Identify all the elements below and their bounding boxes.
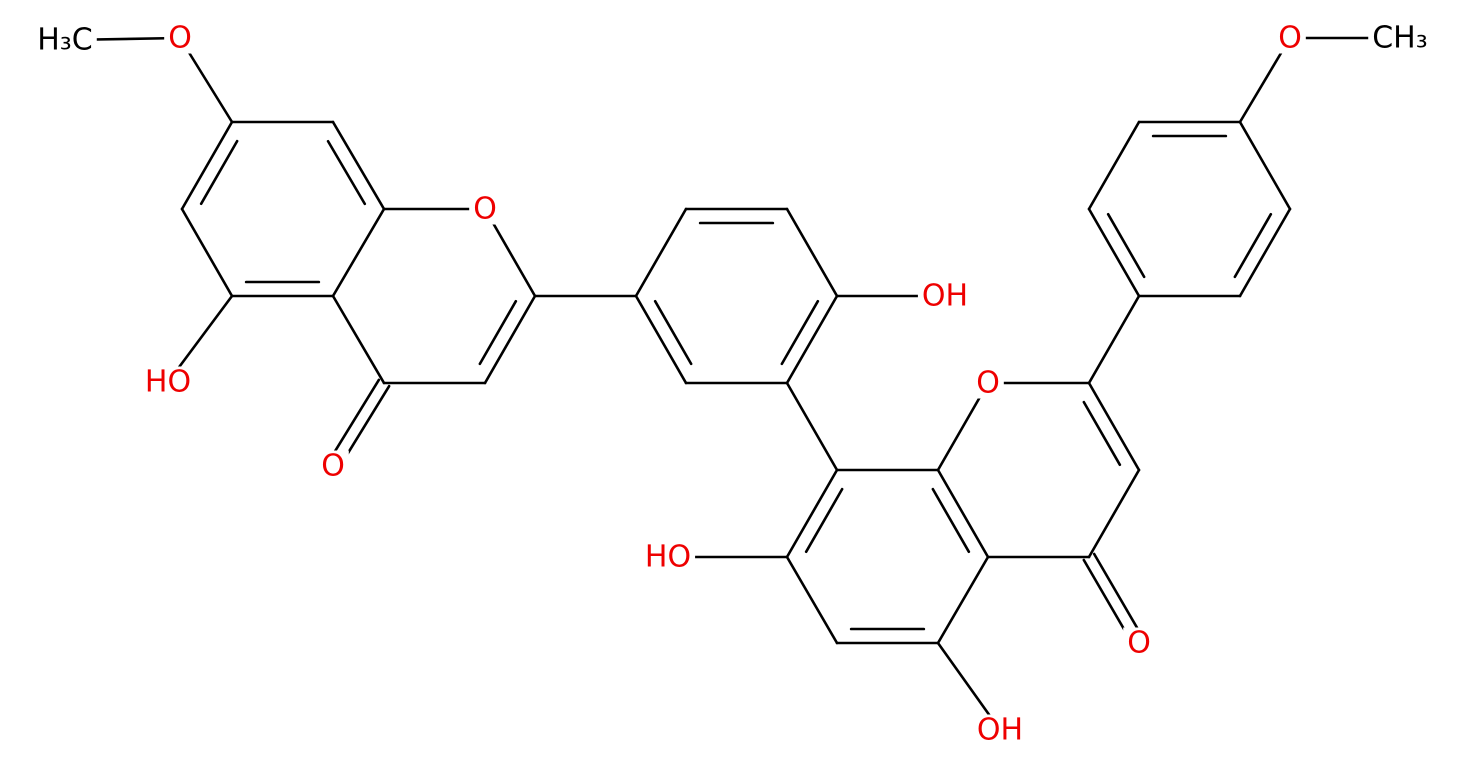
label-background — [972, 714, 1028, 746]
label-background — [1123, 627, 1155, 659]
bond — [1087, 468, 1141, 559]
label-background — [1274, 22, 1306, 54]
bond — [785, 468, 839, 559]
bond-inner — [1233, 212, 1273, 279]
bond-inner — [478, 299, 518, 366]
bond-inner — [653, 299, 693, 366]
label-background — [469, 193, 501, 225]
bond — [1087, 381, 1141, 472]
atom-label: O — [473, 192, 497, 227]
bond — [1087, 207, 1141, 298]
bond — [936, 468, 990, 559]
label-background — [140, 366, 196, 398]
atom-label: OH — [922, 279, 968, 314]
bond — [785, 555, 839, 645]
atom-label: O — [1278, 21, 1302, 56]
atom-label: OH — [977, 713, 1023, 748]
bond — [634, 207, 688, 298]
label-background — [972, 367, 1004, 399]
bonds — [63, 36, 1402, 732]
bond — [785, 207, 839, 298]
bond — [326, 378, 381, 465]
bond — [331, 207, 386, 298]
bond-inner — [199, 139, 239, 206]
atom-label: CH₃ — [1372, 21, 1428, 56]
label-background — [164, 22, 196, 54]
bond-inner — [804, 487, 844, 554]
atom-label: H₃C — [37, 23, 93, 58]
bond-inner — [931, 487, 971, 554]
bond — [1238, 207, 1292, 298]
bond-inner — [780, 299, 820, 366]
atom-label: HO — [645, 540, 691, 575]
bond — [180, 207, 234, 298]
atom-label: O — [168, 21, 192, 56]
label-background — [1368, 22, 1432, 54]
bond — [785, 381, 839, 472]
bond — [634, 294, 688, 385]
bond — [785, 294, 839, 385]
bond — [1087, 120, 1141, 211]
bond-inner — [326, 139, 367, 206]
bond — [1238, 120, 1292, 211]
label-background — [640, 541, 696, 573]
bond — [1092, 552, 1146, 642]
atom-label: O — [976, 366, 1000, 401]
atom-label: O — [321, 449, 345, 484]
bond — [936, 555, 990, 645]
bond-inner — [1106, 212, 1146, 279]
atom-label: HO — [145, 365, 191, 400]
bond — [180, 120, 234, 211]
bond-inner — [1082, 400, 1122, 467]
label-background — [33, 24, 97, 56]
atom-label: O — [1127, 626, 1151, 661]
bond — [483, 294, 537, 385]
bond — [1087, 294, 1141, 385]
bond — [331, 120, 386, 211]
label-background — [317, 450, 349, 482]
bond — [331, 294, 386, 385]
label-background — [917, 280, 973, 312]
